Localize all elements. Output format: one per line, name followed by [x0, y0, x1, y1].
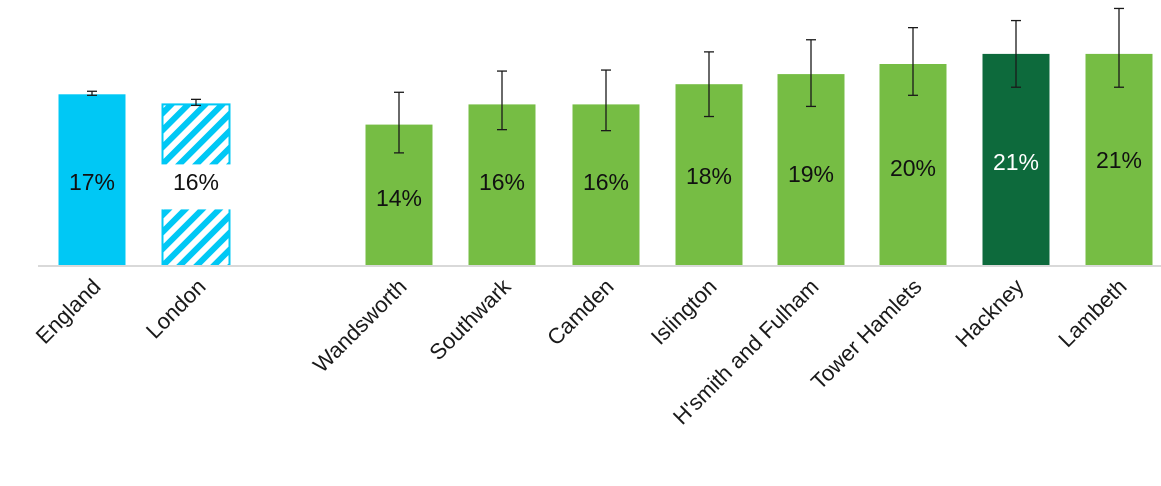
error-bar-england	[87, 90, 97, 96]
category-label-wandsworth: Wandsworth	[308, 274, 412, 378]
error-bar-camden	[601, 69, 611, 132]
category-label-london: London	[141, 274, 211, 344]
value-label-wandsworth: 14%	[376, 185, 422, 211]
value-label-southwark: 16%	[479, 169, 525, 195]
value-label-england: 17%	[69, 169, 115, 195]
bar-camden	[572, 104, 640, 267]
bar-tower-hamlets	[879, 64, 947, 266]
error-bar-tower-hamlets	[908, 26, 918, 96]
value-label-lambeth: 21%	[1096, 147, 1142, 173]
value-label-camden: 16%	[583, 169, 629, 195]
bars	[58, 53, 1153, 268]
error-bar-wandsworth	[394, 91, 404, 154]
category-labels: England London Wandsworth Southwark Camden Is…	[31, 273, 1132, 429]
value-label-hackney: 21%	[993, 149, 1039, 175]
value-labels: 17% 16% 14% 16% 16% 18% 19% 20% 21% 21%	[69, 147, 1142, 211]
error-bar-london	[191, 98, 201, 107]
value-label-islington: 18%	[686, 163, 732, 189]
category-label-england: England	[31, 274, 106, 349]
error-bar-h-smith-and-fulham	[806, 39, 816, 108]
bar-london	[161, 103, 231, 268]
bar-hackney	[982, 53, 1050, 267]
value-label-h-smith-and-fulham: 19%	[788, 161, 834, 187]
value-label-tower-hamlets: 20%	[890, 155, 936, 181]
error-bars	[87, 7, 1124, 154]
category-label-islington: Islington	[646, 274, 722, 350]
error-bar-hackney	[1011, 19, 1021, 88]
bar-lambeth	[1085, 53, 1153, 267]
value-label-london: 16%	[173, 169, 219, 195]
bar-england	[58, 94, 126, 266]
error-bar-islington	[704, 51, 714, 118]
category-label-hackney: Hackney	[950, 274, 1028, 352]
bar-southwark	[468, 104, 536, 267]
category-label-camden: Camden	[542, 274, 618, 350]
category-label-lambeth: Lambeth	[1053, 274, 1131, 352]
category-label-tower-hamlets: Tower Hamlets	[806, 274, 927, 395]
category-label-southwark: Southwark	[424, 273, 516, 365]
error-bar-lambeth	[1114, 7, 1124, 88]
error-bar-southwark	[497, 70, 507, 131]
